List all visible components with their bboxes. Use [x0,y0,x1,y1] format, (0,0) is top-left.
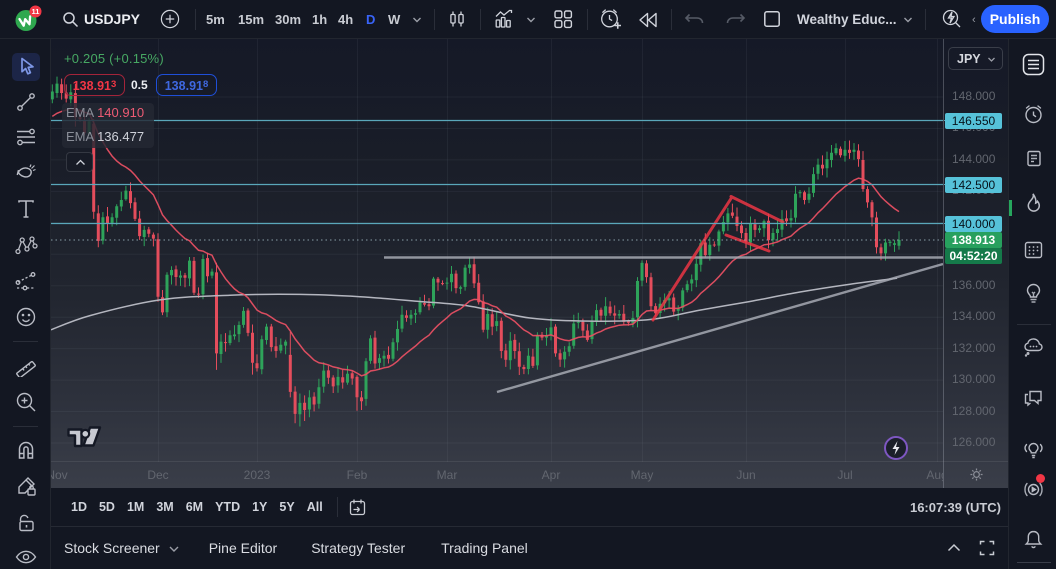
svg-text:11: 11 [32,7,40,16]
